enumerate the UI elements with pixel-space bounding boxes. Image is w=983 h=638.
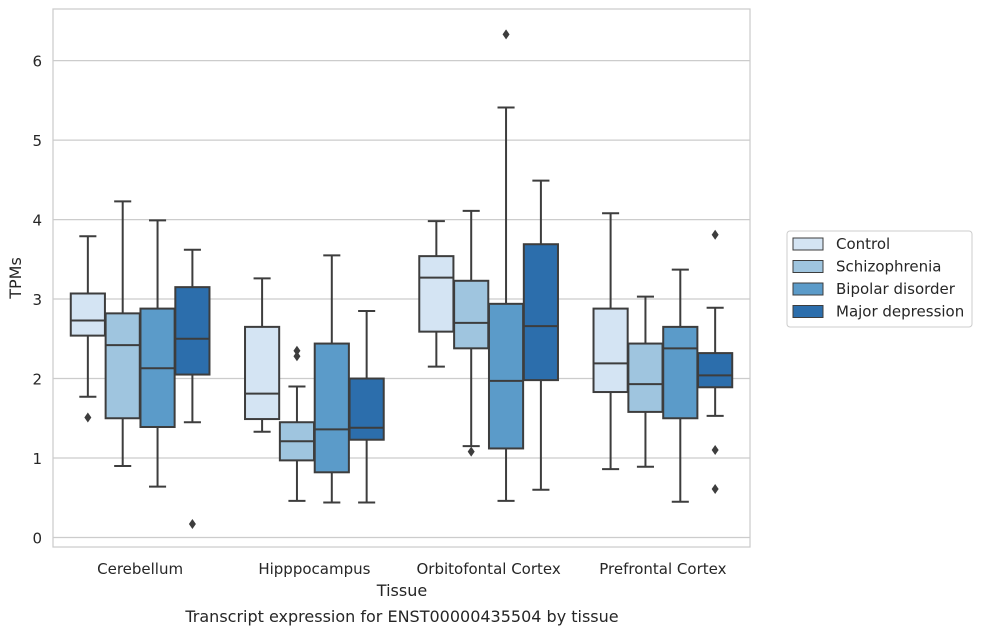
box (627, 342, 664, 413)
box (348, 377, 385, 441)
outlier-point (711, 229, 719, 240)
y-tick-label: 4 (32, 212, 42, 230)
outlier-point (711, 483, 719, 494)
y-tick-label: 0 (32, 529, 42, 547)
box-group (418, 220, 455, 368)
y-tick-label: 3 (32, 291, 42, 309)
x-axis-ticks: Cerebellum Hipppocampus Orbitofontal Corte… (97, 560, 726, 578)
box (69, 292, 106, 337)
y-tick-label: 6 (32, 53, 42, 71)
x-axis-label: Tissue (376, 581, 427, 600)
outlier-point (84, 412, 92, 423)
legend-swatch (792, 237, 824, 251)
legend-label: Bipolar disorder (836, 280, 956, 298)
legend: Control Schizophrenia Bipolar disorder Majo… (786, 230, 973, 328)
box (418, 255, 455, 333)
box-group (627, 295, 664, 468)
box-group (697, 229, 734, 494)
chart-caption: Transcript expression for ENST0000043550… (184, 607, 618, 626)
outlier-point (467, 446, 475, 457)
legend-label: Major depression (836, 303, 964, 321)
box-group (522, 179, 559, 491)
outlier-point (502, 29, 510, 40)
legend-item: Major depression (792, 303, 964, 321)
box-group (278, 345, 316, 502)
box-group (592, 212, 629, 471)
box (244, 325, 281, 421)
y-tick-label: 2 (32, 371, 42, 389)
box (697, 352, 734, 389)
legend-swatch (792, 282, 824, 296)
y-axis-ticks: 0 1 2 3 4 5 6 (32, 53, 42, 548)
legend-label: Schizophrenia (836, 258, 941, 276)
legend-item: Bipolar disorder (792, 280, 956, 298)
y-tick-label: 1 (32, 450, 42, 468)
outlier-point (293, 351, 301, 362)
box (453, 279, 490, 350)
box-groups (69, 29, 734, 529)
box (487, 302, 525, 450)
x-tick-label: Orbitofontal Cortex (417, 560, 561, 578)
legend-swatch (792, 260, 824, 273)
box (104, 312, 141, 420)
box (662, 325, 699, 420)
box-group (244, 277, 281, 433)
box-group (104, 200, 141, 467)
box (174, 286, 211, 376)
legend-item: Control (792, 235, 890, 253)
y-axis-label: TPMs (6, 257, 25, 300)
legend-label: Control (836, 235, 890, 253)
outlier-point (188, 518, 196, 529)
outlier-point (711, 445, 719, 456)
x-tick-label: Prefrontal Cortex (599, 560, 726, 578)
box (313, 342, 350, 474)
legend-swatch (792, 305, 824, 318)
plot-frame (52, 8, 751, 548)
box-group (313, 254, 350, 504)
outlier-point (293, 345, 301, 356)
box-group (348, 309, 385, 504)
x-tick-label: Hipppocampus (258, 560, 370, 578)
y-tick-label: 5 (32, 132, 42, 150)
box (522, 243, 559, 382)
legend-item: Schizophrenia (792, 258, 941, 276)
box-group (174, 248, 211, 529)
legend-frame (786, 230, 973, 328)
box (592, 307, 629, 394)
x-tick-label: Cerebellum (97, 560, 183, 578)
